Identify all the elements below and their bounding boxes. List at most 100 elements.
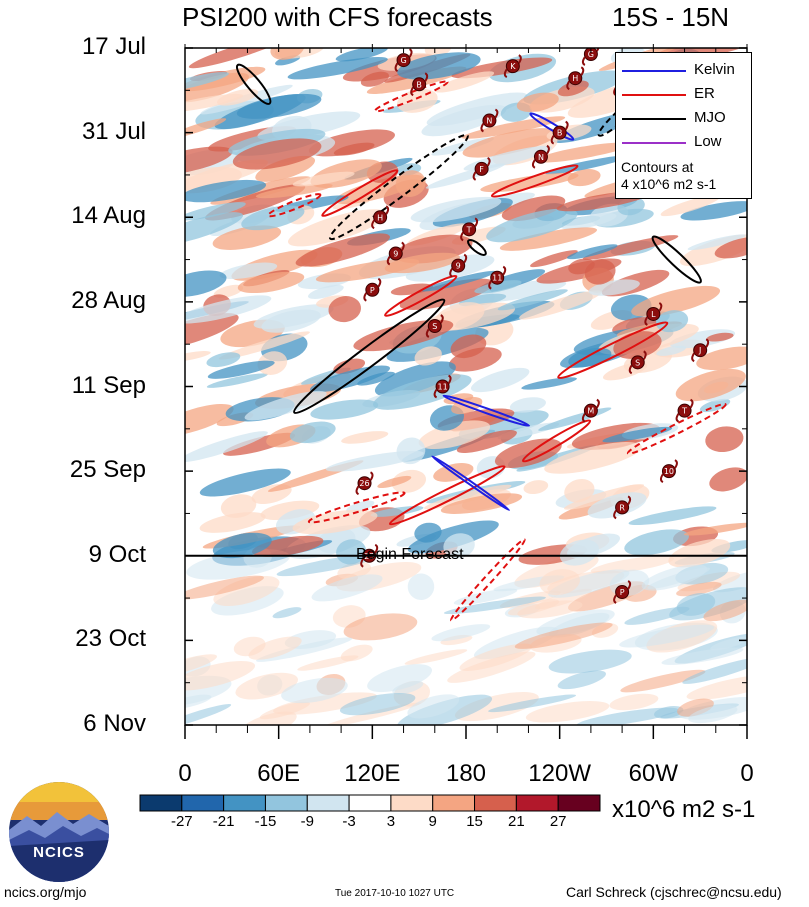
shading-patch <box>703 599 747 622</box>
y-tick-label: 11 Sep <box>71 371 146 399</box>
svg-text:9: 9 <box>456 262 461 271</box>
tropical-cyclone-icon: G <box>581 48 600 66</box>
tropical-cyclone-icon: 9 <box>449 253 468 278</box>
shading-patch <box>519 290 602 320</box>
shading-patch <box>276 554 377 577</box>
x-tick-label: 0 <box>740 760 754 787</box>
shading-patch <box>712 569 747 593</box>
svg-text:B: B <box>416 80 422 89</box>
er-swatch <box>622 94 686 96</box>
shading-patch <box>509 397 546 413</box>
tropical-cyclone-icon: 11 <box>488 265 507 290</box>
shading-patch <box>628 506 717 526</box>
shading-patch <box>516 92 559 113</box>
chart-region: 15S - 15N <box>612 2 730 32</box>
tropical-cyclone-icon: K <box>503 54 522 79</box>
shading-patch <box>281 677 348 704</box>
mjo-contour <box>467 238 487 256</box>
shading-patch <box>295 233 390 267</box>
shading-patch <box>311 574 383 602</box>
svg-text:11: 11 <box>492 274 502 283</box>
er-contour <box>307 491 406 524</box>
tropical-cyclone-icon: 11 <box>433 374 452 399</box>
low-swatch <box>622 142 686 144</box>
shading-patch <box>219 262 278 280</box>
tropical-cyclone-icon: P <box>613 580 632 604</box>
shading-patch <box>584 259 616 285</box>
shading-patch <box>185 72 250 103</box>
colorbar-tick-label: -27 <box>170 813 193 830</box>
tropical-cyclone-icon: T <box>675 398 694 423</box>
shading-patch <box>185 660 256 691</box>
shading-patch <box>335 48 388 62</box>
colorbar-tick-label: -3 <box>342 813 356 830</box>
shading-patch <box>450 334 487 359</box>
shading-patch <box>514 622 613 649</box>
svg-text:10: 10 <box>664 467 674 476</box>
forecast-label: Begin Forecast <box>356 546 464 563</box>
er-contour <box>374 80 449 113</box>
shading-patch <box>259 701 310 720</box>
svg-text:T: T <box>466 225 472 234</box>
tropical-cyclone-icon: 9 <box>386 241 405 266</box>
shading-patch <box>497 289 568 311</box>
shading-patch <box>289 421 336 444</box>
shading-patch <box>395 170 426 198</box>
x-axis-ticks <box>184 44 748 739</box>
shading-patch <box>548 649 632 674</box>
shading-patch <box>185 694 212 709</box>
shading-patch <box>232 138 322 170</box>
shading-patch <box>686 674 747 700</box>
tropical-cyclone-icon: H <box>371 205 390 230</box>
logo-text: NCICS <box>33 844 85 861</box>
svg-text:B: B <box>557 129 563 138</box>
shading-patch <box>206 352 241 368</box>
y-tick-label: 31 Jul <box>81 117 146 145</box>
shading-patch <box>609 693 659 711</box>
shading-patch <box>661 647 744 665</box>
shading-patch <box>563 484 645 510</box>
er-contour <box>449 538 526 622</box>
shading-patch <box>590 555 675 574</box>
shading-patch <box>705 426 744 453</box>
y-tick-label: 23 Oct <box>75 625 146 653</box>
shading-patch <box>213 575 280 607</box>
shading-patch <box>199 512 266 533</box>
legend: Kelvin ER MJO Low Contours at 4 x10^6 m2… <box>615 52 752 199</box>
shading-patch <box>431 624 491 642</box>
shading-patch <box>292 509 378 535</box>
svg-text:F: F <box>479 165 484 174</box>
colorbar-swatch <box>348 794 392 812</box>
shading-patch <box>188 48 289 69</box>
shading-patch <box>374 361 456 397</box>
shading-patch <box>454 691 539 722</box>
shading-patch <box>185 403 234 437</box>
tropical-cyclone-icon: 26 <box>355 471 374 496</box>
storm-markers: GKBFNH911PSTLJMR102326GKBFNH911PST <box>355 48 710 604</box>
chart-title: PSI200 with CFS forecasts <box>182 2 493 32</box>
shading-patch <box>545 155 629 175</box>
shading-patch <box>367 664 433 693</box>
shading-patch <box>517 600 583 619</box>
x-tick-label: 60E <box>257 760 300 787</box>
shading-patch <box>530 250 578 268</box>
shading-patch <box>501 195 566 222</box>
svg-text:M: M <box>587 407 594 416</box>
shading-patch <box>185 704 232 725</box>
tropical-cyclone-icon: J <box>691 338 710 363</box>
shading-patch <box>407 694 460 719</box>
shading-patch <box>212 225 282 250</box>
shading-patch <box>421 270 497 292</box>
shading-patch <box>357 371 395 386</box>
shading-patch <box>241 205 305 231</box>
shading-patch <box>341 431 389 444</box>
shading-patch <box>185 93 244 113</box>
shading-patch <box>185 313 239 350</box>
shading-patch <box>660 195 721 217</box>
colorbar-tick-label: 3 <box>386 813 396 830</box>
tropical-cyclone-icon: N <box>480 108 499 133</box>
shading-patch <box>687 234 746 251</box>
shading-patch <box>453 588 518 605</box>
shading-patch <box>525 701 610 723</box>
svg-text:K: K <box>510 62 516 71</box>
